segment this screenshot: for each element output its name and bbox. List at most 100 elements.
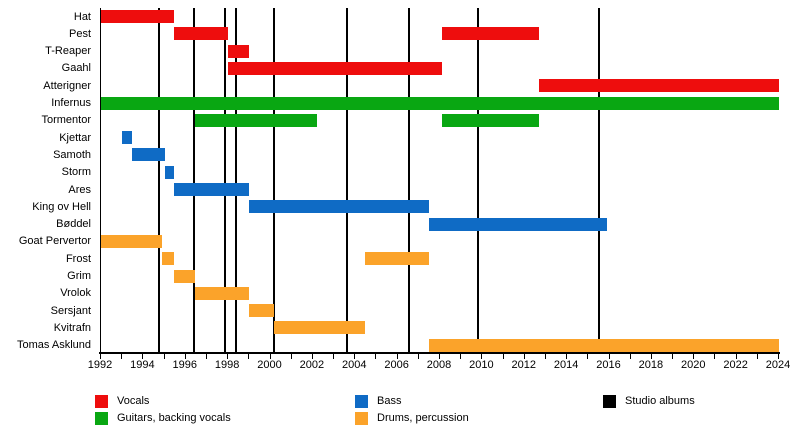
member-label: Pest [68, 27, 91, 40]
x-axis-tick [523, 354, 525, 359]
x-axis-tick-label: 1996 [172, 359, 197, 371]
x-axis-tick-label: 1992 [87, 359, 113, 371]
legend-label-guitars: Guitars, backing vocals [117, 412, 231, 424]
studio-album-line [477, 8, 480, 352]
member-label: Storm [61, 166, 91, 179]
x-axis-tick-label: 2014 [553, 359, 579, 371]
timeline-bar-vocals [228, 61, 443, 75]
member-label: Grim [67, 270, 91, 282]
timeline-bar-bass [122, 131, 132, 145]
x-axis-tick [544, 354, 546, 359]
studio-album-line [345, 8, 348, 352]
member-label: Kvitrafn [53, 321, 91, 334]
x-axis-tick-label: 1998 [214, 359, 240, 371]
studio-album-line [193, 8, 196, 352]
timeline-bar-guitars [101, 96, 779, 110]
timeline-bar-bass [164, 165, 175, 179]
member-label: Infernus [51, 97, 91, 109]
studio-album-line [223, 8, 226, 352]
member-label: Goat Pervertor [18, 235, 91, 248]
x-axis-line [99, 352, 780, 354]
timeline-bar-drums [174, 269, 196, 283]
member-label: Kjettar [59, 131, 91, 144]
timeline-bar-vocals [442, 27, 539, 41]
x-axis-tick [396, 354, 398, 359]
legend-swatch-drums [355, 411, 368, 425]
x-axis-tick [248, 354, 250, 359]
x-axis-tick [778, 354, 779, 359]
x-axis-tick [650, 354, 652, 359]
member-labels-column: Hat Pest T-Reaper Gaahl Atterigner Infernus To… [0, 0, 95, 360]
member-label: Samoth [53, 148, 91, 161]
timeline-bar-drums [195, 286, 250, 300]
x-axis-tick-label: 2010 [469, 359, 494, 371]
timeline-bar-drums [101, 234, 163, 248]
x-axis-tick [672, 354, 674, 359]
timeline-bar-vocals [101, 10, 175, 23]
timeline-bar-vocals [228, 44, 250, 58]
legend-swatch-studio-albums [603, 394, 616, 408]
x-axis-tick-label: 2012 [511, 359, 536, 371]
member-label: Vrolok [60, 287, 91, 300]
x-axis-tick [439, 354, 440, 359]
x-axis-tick-label: 2022 [723, 359, 748, 371]
member-label: Tormentor [41, 114, 91, 127]
member-label: Frost [65, 252, 91, 265]
member-label: Tomas Asklund [17, 339, 91, 352]
member-label: Ares [68, 183, 91, 196]
timeline-bar-bass [429, 217, 608, 231]
x-axis-tick [502, 354, 504, 359]
x-axis-tick-label: 2004 [342, 359, 367, 371]
studio-album-line [158, 8, 161, 352]
legend-item-studio-albums: Studio albums [603, 394, 695, 408]
member-label: Gaahl [61, 62, 91, 75]
x-axis-tick [205, 354, 207, 359]
timeline-bar-drums [364, 252, 430, 266]
timeline-bar-guitars [195, 113, 318, 127]
x-axis-tick [184, 354, 186, 359]
studio-album-line [597, 8, 600, 352]
x-axis-tick [566, 354, 568, 359]
member-label: Sersjant [50, 304, 91, 317]
legend-item-guitars: Guitars, backing vocals [95, 411, 231, 425]
x-axis-tick-label: 2008 [426, 359, 452, 371]
x-axis-tick [290, 354, 292, 359]
legend-item-drums: Drums, percussion [355, 411, 469, 425]
legend-swatch-bass [355, 394, 368, 408]
x-axis-tick-label: 2000 [257, 359, 282, 371]
timeline-bar-drums [429, 338, 779, 352]
x-axis-tick-label: 1994 [130, 359, 155, 371]
x-axis-tick [100, 354, 101, 359]
legend-label-studio-albums: Studio albums [625, 395, 695, 407]
timeline-bar-bass [174, 183, 250, 196]
legend-item-bass: Bass [355, 394, 401, 408]
x-axis-tick [629, 354, 631, 359]
legend-swatch-vocals [95, 394, 108, 408]
x-axis-tick [121, 354, 123, 359]
x-axis-tick [756, 354, 758, 359]
member-label: King ov Hell [32, 200, 91, 213]
x-axis-tick [269, 354, 271, 359]
legend-swatch-guitars [95, 411, 108, 425]
plot-area [100, 8, 779, 352]
x-axis-tick-label: 2018 [638, 359, 664, 371]
x-axis-tick [693, 354, 695, 359]
x-axis-tick-label: 2016 [596, 359, 621, 371]
member-label: Hat [73, 10, 91, 23]
x-axis-tick [481, 354, 483, 359]
x-axis-tick [311, 354, 313, 359]
x-axis-tick-label: 2020 [681, 359, 706, 371]
x-axis-tick [142, 354, 144, 359]
timeline-bar-vocals [538, 79, 779, 93]
legend-label-bass: Bass [377, 395, 402, 407]
x-axis-tick [735, 354, 737, 359]
x-axis-tick [163, 354, 165, 359]
studio-album-line [234, 8, 237, 352]
x-axis-tick [333, 354, 335, 359]
timeline-bar-vocals [174, 27, 229, 41]
timeline-bar-bass [249, 200, 430, 214]
legend-item-vocals: Vocals [95, 394, 149, 408]
member-label: Bøddel [56, 218, 91, 231]
member-label: Atterigner [43, 79, 91, 92]
